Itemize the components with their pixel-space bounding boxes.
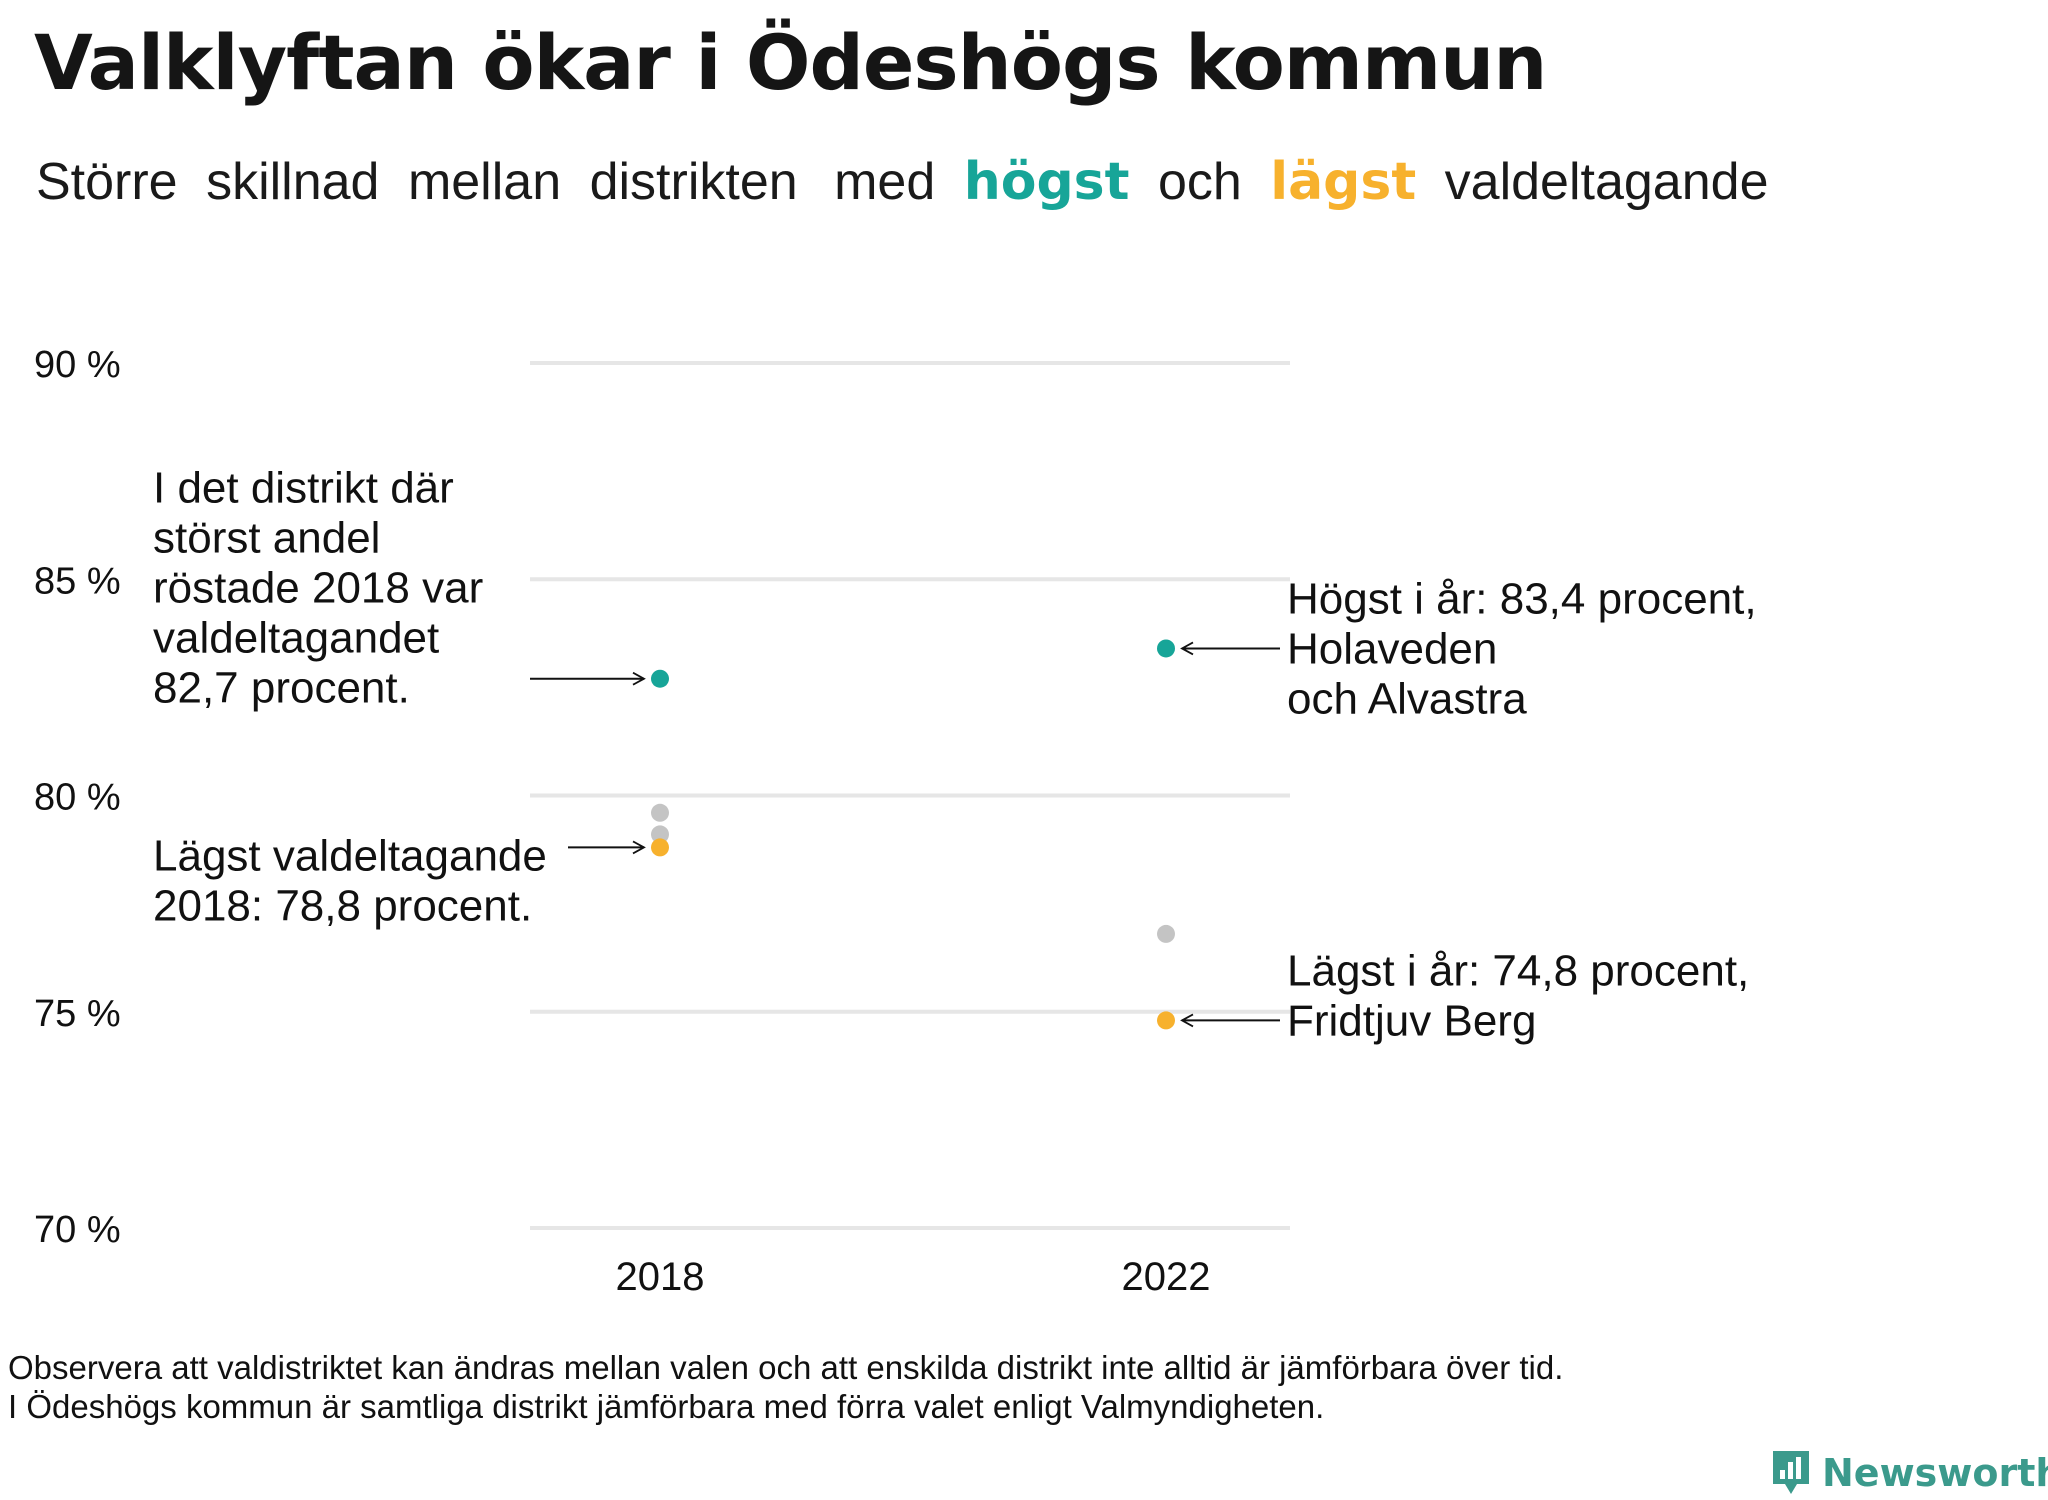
footnote-line: Observera att valdistriktet kan ändras m… [8,1349,1564,1386]
annotation-line: störst andel [153,514,380,563]
subtitle-word: skillnad [206,153,380,211]
subtitle-word: valdeltagande [1444,153,1769,211]
annotation-line: Lägst i år: 74,8 procent, [1287,946,1749,995]
annotation-line: I det distrikt där [153,464,454,513]
annotation-line: röstade 2018 var [153,564,483,613]
x-axis-tick-labels: 2018 2022 [616,1255,1211,1299]
y-axis-tick-labels: 90 % 85 % 80 % 75 % 70 % [34,344,121,1251]
annotation-line: Högst i år: 83,4 procent, [1287,574,1757,623]
subtitle-lowest-word: lägst [1270,152,1417,212]
annotation-line: 82,7 procent. [153,664,410,713]
bar-chart-icon [1773,1451,1809,1494]
data-point-lowest [651,838,669,857]
annotation-text: Lägst valdeltagande 2018: 78,8 procent. [153,831,547,930]
brand-logo: Newsworthy [1770,1448,2048,1498]
subtitle-word: distrikten [589,153,798,211]
y-tick-label: 70 % [34,1209,121,1251]
annotation-line: Holaveden [1287,624,1497,673]
subtitle-word: mellan [407,153,562,211]
data-point-highest [1157,639,1175,658]
y-tick-label: 85 % [34,560,121,602]
footnote: Observera att valdistriktet kan ändras m… [8,1348,1563,1426]
annotation-line: 2018: 78,8 procent. [153,881,532,930]
annotation-text: Högst i år: 83,4 procent, Holaveden och Al… [1287,574,1757,723]
data-point-highest [651,669,669,688]
annotations: I det distrikt där störst andel röstade 20… [153,464,1757,1046]
y-tick-label: 80 % [34,777,121,819]
annotation-line: och Alvastra [1287,674,1527,723]
brand-name: Newsworthy [1822,1451,2048,1495]
annotation-line: Fridtjuv Berg [1287,996,1536,1045]
subtitle-word: och [1157,153,1242,211]
annotation-text: I det distrikt där störst andel röstade 20… [153,464,483,713]
x-tick-label: 2018 [616,1255,705,1299]
annotation-line: valdeltagandet [153,614,439,663]
data-point-other [1157,924,1175,943]
chart-title: Valklyftan ökar i Ödeshögs kommun [34,18,1547,107]
annotation-text: Lägst i år: 74,8 procent, Fridtjuv Berg [1287,946,1749,1045]
footnote-line: I Ödeshögs kommun är samtliga distrikt j… [8,1388,1325,1425]
annotation-line: Lägst valdeltagande [153,831,547,880]
data-point-lowest [1157,1011,1175,1030]
grid-lines [530,361,1290,1230]
data-points [651,639,1175,1030]
y-tick-label: 75 % [34,993,121,1035]
subtitle-word: Större [36,153,178,211]
y-tick-label: 90 % [34,344,121,386]
subtitle-word: med [834,153,936,211]
subtitle-highest-word: högst [963,152,1130,212]
data-point-other [651,803,669,822]
dot-plot-chart: 90 % 85 % 80 % 75 % 70 % 2018 2022 I det dist… [34,344,1757,1299]
data-point-other [651,825,669,844]
annotation-arrows [530,641,1280,1028]
x-tick-label: 2022 [1122,1255,1211,1299]
chart-subtitle: Större skillnad mellan distrikten med hö… [36,152,1769,212]
